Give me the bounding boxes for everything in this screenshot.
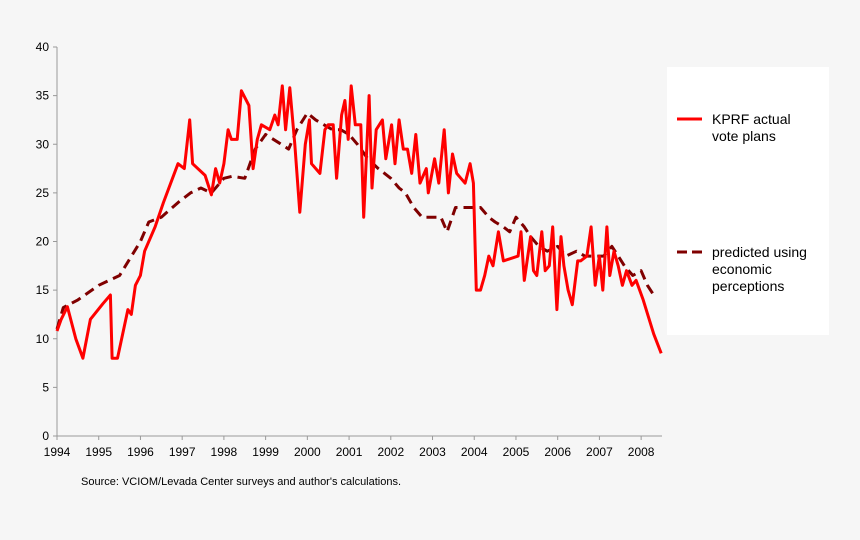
legend-label-actual-line1: KPRF actual: [712, 111, 791, 127]
y-tick-label: 40: [36, 40, 50, 54]
x-tick-label: 2005: [503, 445, 530, 459]
y-tick-label: 25: [36, 186, 50, 200]
x-tick-label: 1995: [85, 445, 112, 459]
source-note: Source: VCIOM/Levada Center surveys and …: [81, 476, 401, 488]
x-tick-label: 2007: [586, 445, 613, 459]
y-tick-label: 15: [36, 283, 50, 297]
series-line-predicted: [55, 111, 655, 330]
y-tick-label: 20: [36, 235, 50, 249]
x-ticks: 1994 1995 1996 1997 1998 1999 2000 2001 2002 2003…: [44, 436, 655, 459]
x-tick-label: 2008: [628, 445, 655, 459]
legend-label-predicted-line3: perceptions: [712, 278, 784, 294]
x-tick-label: 2000: [294, 445, 321, 459]
y-tick-label: 35: [36, 89, 50, 103]
legend-label-predicted-line2: economic: [712, 261, 772, 277]
x-tick-label: 1998: [211, 445, 238, 459]
x-tick-label: 2002: [377, 445, 404, 459]
series-group: [55, 84, 663, 360]
x-tick-label: 2004: [461, 445, 488, 459]
legend: KPRF actual vote plans predicted using e…: [667, 67, 829, 335]
x-tick-label: 1999: [252, 445, 279, 459]
x-tick-label: 2006: [544, 445, 571, 459]
legend-box: [667, 67, 829, 335]
y-ticks: 0 5 10 15 20 25 30 35 40: [36, 40, 57, 443]
series-line-actual: [55, 84, 663, 360]
x-tick-label: 2003: [419, 445, 446, 459]
y-tick-label: 5: [42, 380, 49, 394]
y-tick-label: 10: [36, 332, 50, 346]
y-tick-label: 0: [42, 429, 49, 443]
legend-label-predicted-line1: predicted using: [712, 244, 807, 260]
x-tick-label: 1994: [44, 445, 71, 459]
x-tick-label: 2001: [336, 445, 363, 459]
legend-label-actual-line2: vote plans: [712, 128, 776, 144]
x-tick-label: 1997: [169, 445, 196, 459]
y-tick-label: 30: [36, 137, 50, 151]
x-tick-label: 1996: [127, 445, 154, 459]
